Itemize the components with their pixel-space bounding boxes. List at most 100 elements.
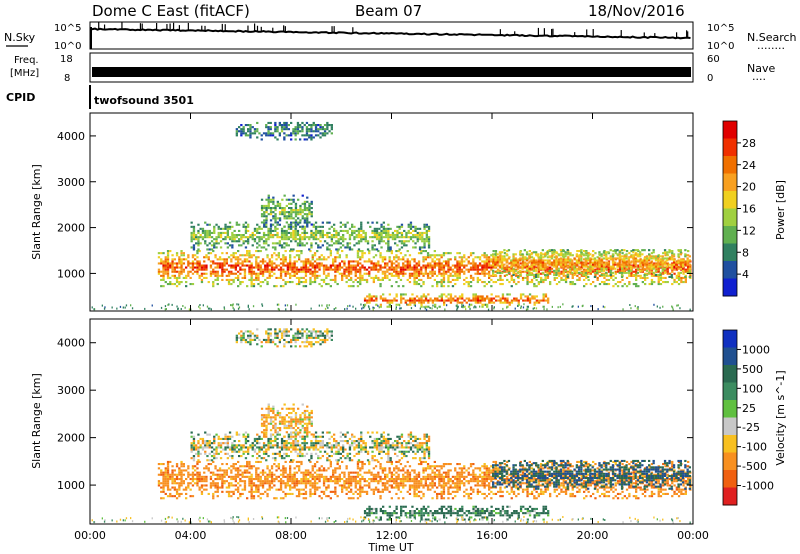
power-cell — [679, 253, 682, 256]
power-cell — [365, 281, 369, 284]
power-cell — [481, 254, 484, 257]
power-cell — [648, 267, 651, 270]
power-cell — [252, 305, 255, 308]
power-cell — [415, 266, 418, 269]
velocity-cell — [293, 486, 296, 489]
velocity-cell — [250, 480, 253, 483]
power-cell — [686, 271, 689, 274]
velocity-cell — [187, 467, 190, 470]
power-cell — [278, 240, 281, 243]
power-cell — [294, 225, 298, 228]
power-cell — [517, 303, 520, 306]
power-cell — [368, 293, 371, 296]
power-cell — [463, 299, 466, 302]
power-cell — [483, 264, 486, 267]
power-cell — [297, 213, 300, 216]
power-cell — [406, 258, 409, 261]
power-cell — [442, 260, 446, 263]
power-cell — [530, 273, 533, 276]
power-cell — [303, 236, 306, 239]
power-cell — [485, 254, 488, 257]
power-cell — [559, 305, 561, 308]
power-cell — [650, 272, 654, 275]
power-cell — [389, 248, 392, 251]
power-cell — [289, 268, 292, 271]
velocity-cell — [309, 488, 312, 491]
power-cell — [317, 231, 320, 234]
power-cell — [333, 242, 336, 245]
power-cell — [93, 308, 95, 311]
power-cell — [517, 281, 520, 284]
power-cell — [416, 238, 419, 241]
power-cell — [253, 128, 257, 131]
power-cell — [250, 285, 253, 288]
power-cell — [427, 227, 431, 230]
power-cell — [515, 274, 518, 277]
power-cell — [169, 250, 172, 253]
power-cell — [564, 263, 567, 266]
power-cell — [185, 285, 188, 288]
power-cell — [208, 234, 211, 237]
velocity-cell — [214, 478, 217, 481]
power-cell — [356, 281, 360, 284]
power-cell — [303, 227, 306, 230]
power-cell — [582, 273, 585, 276]
power-cell — [602, 267, 606, 270]
velocity-cell — [248, 480, 251, 483]
power-cell — [485, 266, 488, 269]
power-cell — [234, 276, 237, 279]
power-cell — [431, 266, 434, 269]
power-cell — [625, 260, 629, 263]
power-cell — [447, 299, 450, 302]
power-cell — [417, 274, 421, 277]
power-cell — [187, 254, 190, 257]
velocity-cell — [322, 475, 326, 478]
velocity-cell — [234, 480, 237, 483]
velocity-cell — [295, 488, 299, 491]
power-cell — [426, 272, 430, 275]
power-cell — [312, 238, 315, 241]
power-cell — [402, 297, 405, 300]
power-cell — [195, 238, 198, 241]
power-cell — [498, 261, 502, 264]
power-cell — [542, 293, 545, 296]
power-cell — [388, 258, 391, 261]
power-cell — [310, 229, 313, 232]
power-cell — [303, 225, 306, 228]
power-cell — [559, 253, 563, 256]
power-cell — [256, 242, 259, 245]
power-cell — [404, 268, 407, 271]
power-cell — [501, 265, 504, 268]
power-cell — [162, 252, 165, 255]
power-cell — [422, 274, 425, 277]
power-cell — [427, 293, 430, 296]
velocity-cell — [259, 460, 262, 463]
power-cell — [635, 268, 638, 271]
power-cell — [557, 263, 560, 266]
power-cell — [375, 238, 379, 241]
power-cell — [361, 274, 364, 277]
power-cell — [192, 229, 196, 232]
power-cell — [542, 278, 545, 281]
power-cell — [504, 299, 507, 302]
velocity-cell — [311, 478, 314, 481]
power-cell — [212, 270, 215, 273]
power-cell — [591, 267, 594, 270]
power-cell — [607, 266, 611, 269]
power-cell — [246, 264, 249, 267]
power-cell — [244, 231, 248, 234]
power-cell — [270, 256, 274, 259]
power-cell — [438, 305, 441, 308]
power-cell — [324, 307, 327, 310]
power-cell — [284, 281, 287, 284]
velocity-cell — [232, 467, 235, 470]
power-cell — [645, 265, 649, 268]
velocity-cell — [166, 463, 170, 466]
velocity-cell — [173, 473, 176, 476]
power-cell — [173, 258, 176, 261]
power-cell — [648, 257, 651, 260]
power-cell — [602, 305, 604, 308]
power-cell — [280, 126, 284, 129]
velocity-cell — [273, 463, 276, 466]
power-cell — [620, 265, 624, 268]
